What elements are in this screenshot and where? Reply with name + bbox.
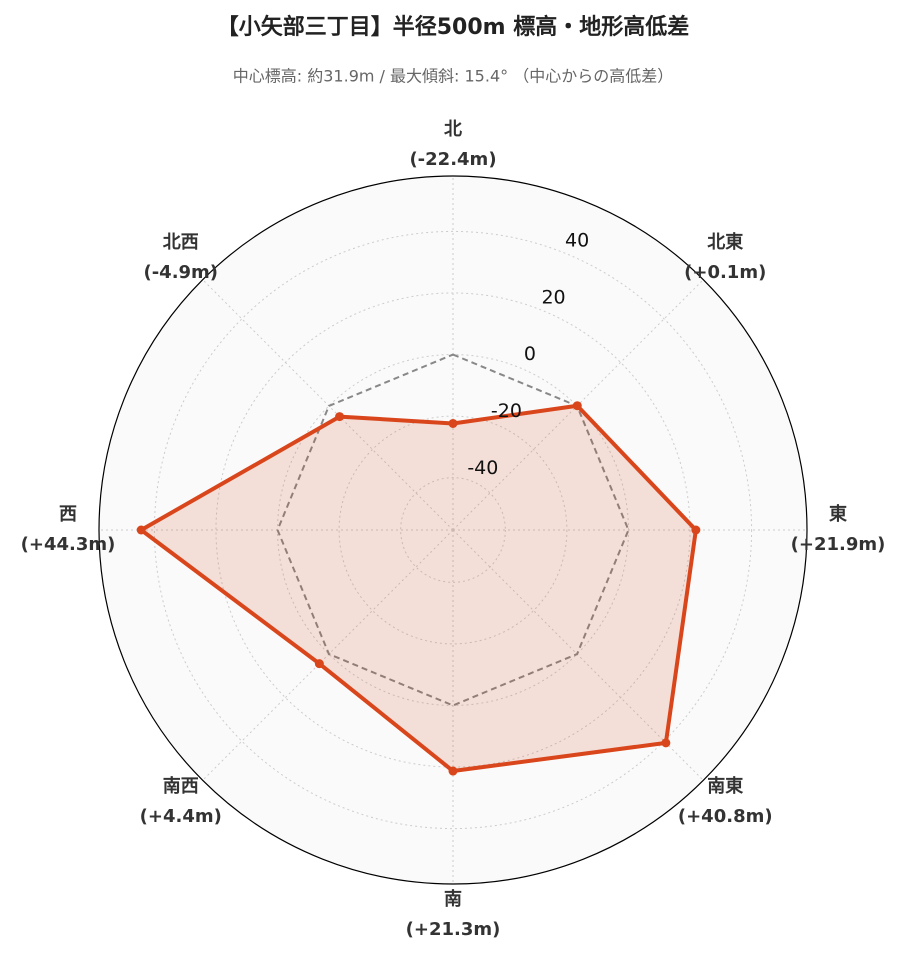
category-label: 北東: [707, 231, 743, 253]
value-label: (+0.1m): [684, 262, 766, 283]
data-point: [314, 659, 324, 669]
spoke: [202, 529, 454, 781]
grid-circle: [153, 230, 753, 830]
data-point: [572, 401, 582, 411]
category-label: 北西: [163, 232, 199, 253]
r-tick-label: -40: [467, 457, 498, 479]
data-point: [136, 525, 146, 535]
value-label: (-4.9m): [143, 262, 218, 283]
r-tick-label: 0: [524, 343, 536, 365]
grid-circle: [338, 415, 568, 645]
category-label: 南: [444, 888, 462, 910]
category-label: 東: [829, 503, 847, 525]
category-label: 西: [59, 504, 77, 525]
data-point: [448, 418, 458, 428]
grid-circle: [215, 292, 691, 768]
chart-subtitle: 中心標高: 約31.9m / 最大傾斜: 15.4° （中心からの高低差）: [233, 67, 673, 86]
spoke: [452, 529, 704, 781]
data-point: [661, 738, 671, 748]
r-tick-label: -20: [491, 400, 522, 422]
spoke: [202, 279, 454, 531]
data-point: [335, 412, 345, 422]
value-label: (+44.3m): [21, 534, 116, 555]
value-label: (-22.4m): [409, 149, 496, 170]
chart-title: 【小矢部三丁目】半径500m 標高・地形高低差: [217, 14, 690, 40]
category-label: 南西: [163, 775, 199, 797]
plot-border: [98, 175, 808, 885]
grid-circle: [400, 477, 506, 583]
value-label: (+21.9m): [791, 534, 886, 555]
category-label: 北: [444, 119, 462, 140]
data-point: [691, 525, 701, 535]
r-tick-label: 20: [541, 286, 565, 308]
data-point: [448, 766, 458, 776]
reference-line: [276, 353, 630, 707]
r-tick-label: 40: [565, 229, 589, 251]
value-label: (+21.3m): [406, 919, 501, 940]
value-label: (+40.8m): [678, 806, 773, 827]
category-label: 南東: [707, 775, 743, 797]
value-label: (+4.4m): [140, 806, 222, 827]
